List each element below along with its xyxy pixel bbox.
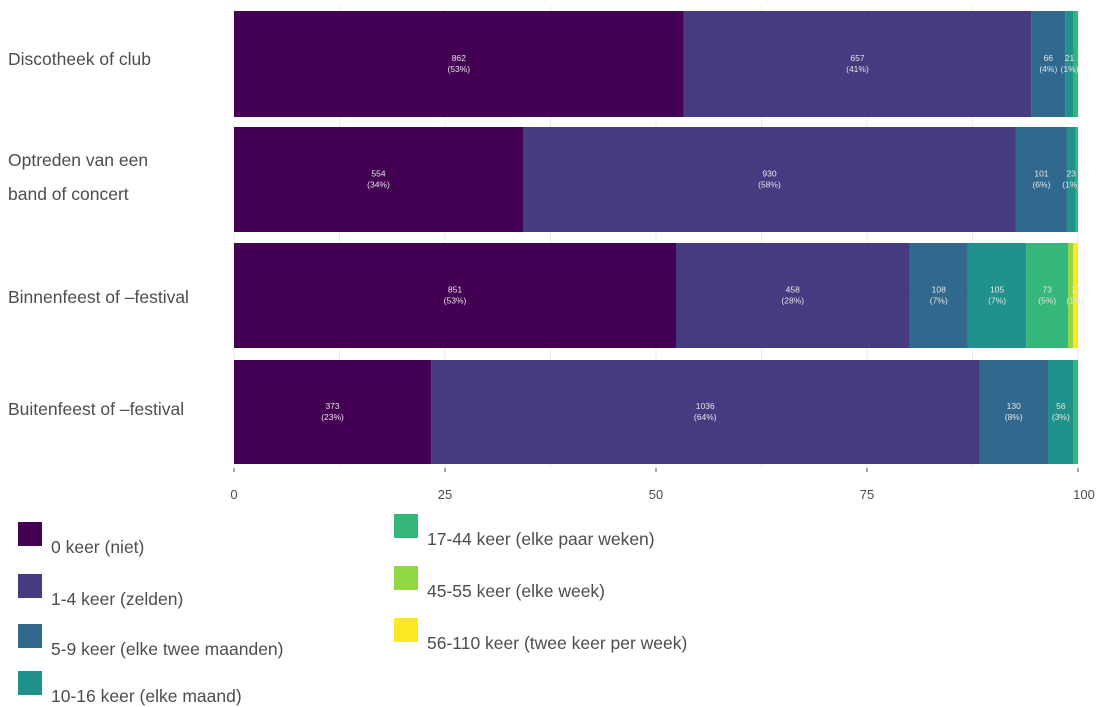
- segment-percent-label: (7%): [930, 296, 948, 306]
- legend-label: 1-4 keer (zelden): [51, 589, 184, 609]
- legend-swatch: [17, 521, 43, 547]
- segment-count-label: 21: [1065, 53, 1075, 63]
- bar-segment: [676, 243, 910, 348]
- segment-percent-label: (64%): [694, 412, 717, 422]
- category-label: Discotheek of club: [8, 49, 151, 69]
- legend-label: 5-9 keer (elke twee maanden): [51, 639, 284, 659]
- segment-percent-label: (34%): [367, 180, 390, 190]
- legend-swatch: [17, 670, 43, 696]
- legend-swatch: [393, 617, 419, 643]
- segment-count-label: 73: [1042, 285, 1052, 295]
- segment-percent-label: (6%): [1032, 180, 1050, 190]
- bar-segment: [1066, 127, 1076, 232]
- bar-segment: [1073, 360, 1078, 464]
- segment-count-label: 101: [1034, 169, 1048, 179]
- segment-percent-label: (3%): [1052, 412, 1070, 422]
- segment-percent-label: (53%): [444, 296, 467, 306]
- segment-percent-label: (28%): [781, 296, 804, 306]
- legend-swatch: [17, 573, 43, 599]
- segment-percent-label: (1%): [1062, 180, 1080, 190]
- legend-swatch: [393, 565, 419, 591]
- bar-segment: [234, 243, 677, 348]
- legend-label: 56-110 keer (twee keer per week): [427, 633, 688, 653]
- segment-percent-label: (41%): [846, 64, 869, 74]
- bar-series: [234, 11, 1078, 464]
- segment-percent-label: (58%): [758, 180, 781, 190]
- x-tick-label: 0: [230, 487, 237, 502]
- bar-segment: [234, 360, 432, 464]
- bar-segment: [234, 127, 523, 232]
- bar-segment: [1073, 11, 1078, 117]
- segment-percent-label: (4%): [1039, 64, 1057, 74]
- segment-percent-label: (53%): [447, 64, 470, 74]
- bar-segment: [1072, 243, 1078, 348]
- legend-label: 10-16 keer (elke maand): [51, 686, 242, 706]
- bar-segment: [234, 11, 684, 117]
- bar-segment: [1031, 11, 1066, 117]
- segment-count-label: 56: [1056, 401, 1066, 411]
- segment-percent-label: (23%): [321, 412, 344, 422]
- segment-count-label: 66: [1044, 53, 1054, 63]
- bar-segment: [1026, 243, 1068, 348]
- bar-segment: [909, 243, 968, 348]
- segment-count-label: 105: [990, 285, 1004, 295]
- bar-segment: [1015, 127, 1067, 232]
- segment-count-label: 373: [325, 401, 339, 411]
- x-axis: 0 25 50 75 100: [230, 468, 1095, 502]
- segment-count-label: 862: [452, 53, 466, 63]
- segment-percent-label: (5%): [1038, 296, 1056, 306]
- bar-segment: [1048, 360, 1074, 464]
- x-tick-label: 50: [649, 487, 663, 502]
- bar-segment: [522, 127, 1016, 232]
- bar-segment: [1065, 11, 1074, 117]
- bar-segment: [979, 360, 1049, 464]
- bar-segment: [431, 360, 980, 464]
- segment-percent-label: (7%): [988, 296, 1006, 306]
- bar-segment: [1075, 127, 1078, 232]
- bar-segment: [967, 243, 1027, 348]
- segment-labels: 862(53%)657(41%)66(4%)21(1%)554(34%)930(…: [321, 53, 1084, 422]
- legend-label: 0 keer (niet): [51, 537, 145, 557]
- segment-count-label: 13: [1071, 285, 1081, 295]
- category-label: Optreden van een: [8, 150, 149, 170]
- segment-count-label: 1036: [696, 401, 715, 411]
- bar-segment: [683, 11, 1032, 117]
- x-tick-label: 100: [1073, 487, 1095, 502]
- legend-label: 17-44 keer (elke paar weken): [427, 529, 655, 549]
- legend-swatch: [393, 513, 419, 539]
- segment-percent-label: (8%): [1005, 412, 1023, 422]
- segment-percent-label: (1%): [1067, 296, 1085, 306]
- segment-count-label: 458: [786, 285, 800, 295]
- legend-label: 45-55 keer (elke week): [427, 581, 605, 601]
- segment-count-label: 108: [932, 285, 946, 295]
- segment-count-label: 657: [850, 53, 864, 63]
- segment-count-label: 130: [1007, 401, 1021, 411]
- category-label: Binnenfeest of –festival: [8, 287, 189, 307]
- segment-count-label: 23: [1066, 169, 1076, 179]
- segment-percent-label: (1%): [1061, 64, 1079, 74]
- segment-count-label: 930: [762, 169, 776, 179]
- x-tick-label: 75: [860, 487, 874, 502]
- bar-segment: [1067, 243, 1073, 348]
- category-label: Buitenfeest of –festival: [8, 399, 185, 419]
- segment-count-label: 554: [371, 169, 385, 179]
- category-label: band of concert: [8, 184, 129, 204]
- segment-count-label: 851: [448, 285, 462, 295]
- legend-swatch: [17, 623, 43, 649]
- x-tick-label: 25: [438, 487, 452, 502]
